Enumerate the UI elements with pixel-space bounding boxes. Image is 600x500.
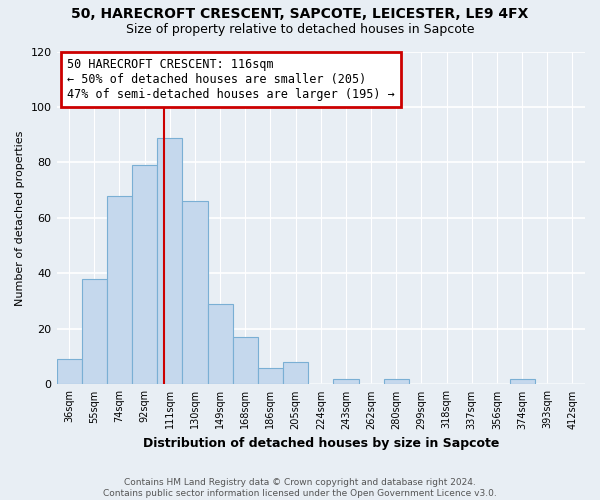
Text: Contains HM Land Registry data © Crown copyright and database right 2024.
Contai: Contains HM Land Registry data © Crown c… [103, 478, 497, 498]
Text: 50 HARECROFT CRESCENT: 116sqm
← 50% of detached houses are smaller (205)
47% of : 50 HARECROFT CRESCENT: 116sqm ← 50% of d… [67, 58, 395, 101]
Y-axis label: Number of detached properties: Number of detached properties [15, 130, 25, 306]
Bar [157, 138, 182, 384]
Text: Size of property relative to detached houses in Sapcote: Size of property relative to detached ho… [126, 22, 474, 36]
Bar [258, 368, 283, 384]
Bar [132, 166, 157, 384]
Bar [233, 338, 258, 384]
Bar [56, 360, 82, 384]
Bar [334, 379, 359, 384]
Bar [283, 362, 308, 384]
Text: 50, HARECROFT CRESCENT, SAPCOTE, LEICESTER, LE9 4FX: 50, HARECROFT CRESCENT, SAPCOTE, LEICEST… [71, 8, 529, 22]
Bar [82, 279, 107, 384]
Bar [383, 379, 409, 384]
Bar [509, 379, 535, 384]
Bar [107, 196, 132, 384]
Bar [208, 304, 233, 384]
X-axis label: Distribution of detached houses by size in Sapcote: Distribution of detached houses by size … [143, 437, 499, 450]
Bar [182, 202, 208, 384]
